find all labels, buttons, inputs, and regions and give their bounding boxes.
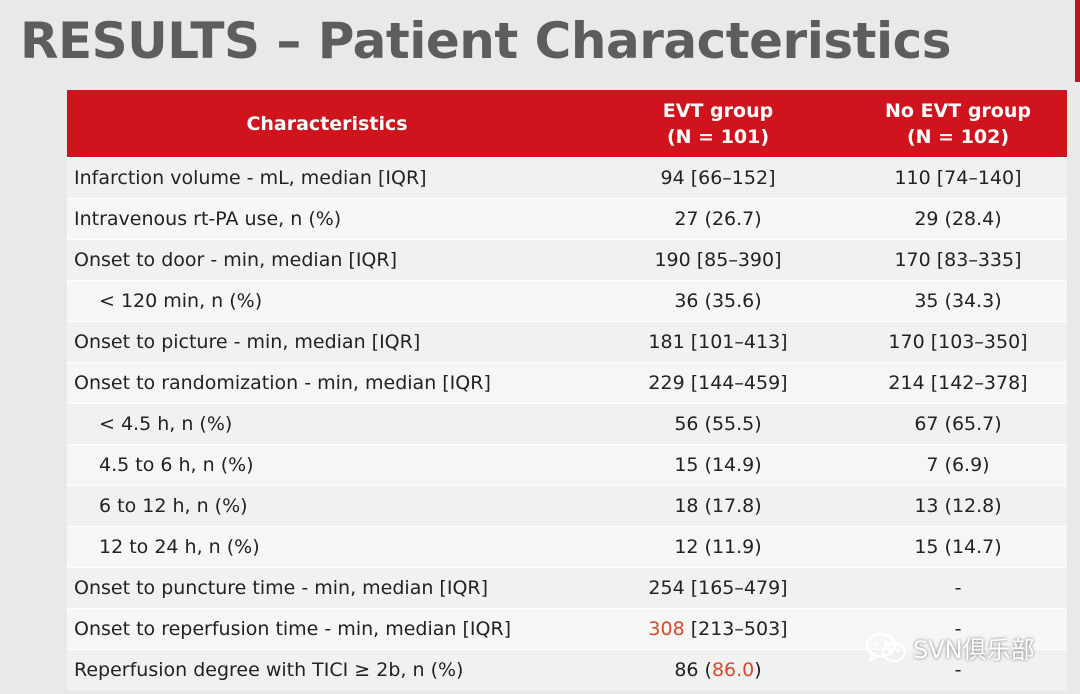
row-label: Onset to puncture time - min, median [IQ… <box>67 567 587 609</box>
row-label: 4.5 to 6 h, n (%) <box>67 444 587 486</box>
page-title: RESULTS – Patient Characteristics <box>20 12 952 70</box>
evt-value: 229 [144–459] <box>587 362 849 404</box>
header-no-evt-group-n: (N = 102) <box>906 125 1010 148</box>
row-label: Intravenous rt-PA use, n (%) <box>67 198 587 240</box>
row-label: < 4.5 h, n (%) <box>67 403 587 445</box>
table-row: 12 to 24 h, n (%) 12 (11.9) 15 (14.7) <box>67 526 1067 568</box>
no-evt-value: 29 (28.4) <box>849 198 1067 240</box>
highlighted-value: 308 <box>648 618 685 640</box>
no-evt-value: 7 (6.9) <box>849 444 1067 486</box>
table-row: Onset to puncture time - min, median [IQ… <box>67 567 1067 609</box>
highlighted-value: 86.0 <box>711 659 755 681</box>
no-evt-value: 35 (34.3) <box>849 280 1067 322</box>
no-evt-value: 214 [142–378] <box>849 362 1067 404</box>
table-row: 4.5 to 6 h, n (%) 15 (14.9) 7 (6.9) <box>67 444 1067 486</box>
table-row: Onset to door - min, median [IQR] 190 [8… <box>67 239 1067 281</box>
row-label: < 120 min, n (%) <box>67 280 587 322</box>
row-label: Onset to picture - min, median [IQR] <box>67 321 587 363</box>
no-evt-value: 67 (65.7) <box>849 403 1067 445</box>
slide-edge-accent <box>1075 0 1080 82</box>
evt-value: 308 [213–503] <box>587 608 849 650</box>
row-label: 12 to 24 h, n (%) <box>67 526 587 568</box>
row-label: Onset to randomization - min, median [IQ… <box>67 362 587 404</box>
row-label: Onset to reperfusion time - min, median … <box>67 608 587 650</box>
table-row: < 120 min, n (%) 36 (35.6) 35 (34.3) <box>67 280 1067 322</box>
table-row: Onset to picture - min, median [IQR] 181… <box>67 321 1067 363</box>
no-evt-value: 170 [103–350] <box>849 321 1067 363</box>
evt-value: 15 (14.9) <box>587 444 849 486</box>
header-no-evt-group-name: No EVT group <box>885 99 1031 122</box>
evt-value-count: 86 ( <box>674 659 712 681</box>
table-row: < 4.5 h, n (%) 56 (55.5) 67 (65.7) <box>67 403 1067 445</box>
table-row: Onset to randomization - min, median [IQ… <box>67 362 1067 404</box>
evt-value: 86 (86.0) <box>587 649 849 690</box>
row-label: Reperfusion degree with TICI ≥ 2b, n (%) <box>67 649 587 690</box>
evt-value: 12 (11.9) <box>587 526 849 568</box>
table-row: 6 to 12 h, n (%) 18 (17.8) 13 (12.8) <box>67 485 1067 527</box>
evt-value: 56 (55.5) <box>587 403 849 445</box>
evt-value: 27 (26.7) <box>587 198 849 240</box>
no-evt-value: 170 [83–335] <box>849 239 1067 281</box>
evt-value: 190 [85–390] <box>587 239 849 281</box>
characteristics-table-container: Characteristics EVT group (N = 101) No E… <box>67 90 1067 690</box>
header-evt-group: EVT group (N = 101) <box>587 90 849 158</box>
evt-value: 181 [101–413] <box>587 321 849 363</box>
no-evt-value: 15 (14.7) <box>849 526 1067 568</box>
wechat-icon <box>865 632 907 662</box>
header-evt-group-name: EVT group <box>662 99 774 122</box>
evt-value: 36 (35.6) <box>587 280 849 322</box>
evt-value-range: [213–503] <box>684 618 788 640</box>
row-label: Infarction volume - mL, median [IQR] <box>67 157 587 199</box>
row-label: 6 to 12 h, n (%) <box>67 485 587 527</box>
table-header-row: Characteristics EVT group (N = 101) No E… <box>67 90 1067 158</box>
table-row: Intravenous rt-PA use, n (%) 27 (26.7) 2… <box>67 198 1067 240</box>
watermark-text: SVN俱乐部 <box>913 636 1035 664</box>
no-evt-value: 110 [74–140] <box>849 157 1067 199</box>
header-no-evt-group: No EVT group (N = 102) <box>849 90 1067 158</box>
table-row: Infarction volume - mL, median [IQR] 94 … <box>67 157 1067 199</box>
header-characteristics: Characteristics <box>67 90 587 158</box>
characteristics-table: Characteristics EVT group (N = 101) No E… <box>67 90 1067 690</box>
table-row: Reperfusion degree with TICI ≥ 2b, n (%)… <box>67 649 1067 690</box>
evt-value-close: ) <box>754 659 762 681</box>
header-evt-group-n: (N = 101) <box>666 125 770 148</box>
watermark: SVN俱乐部 <box>865 630 1035 665</box>
no-evt-value: 13 (12.8) <box>849 485 1067 527</box>
row-label: Onset to door - min, median [IQR] <box>67 239 587 281</box>
evt-value: 18 (17.8) <box>587 485 849 527</box>
evt-value: 254 [165–479] <box>587 567 849 609</box>
no-evt-value: - <box>849 567 1067 609</box>
evt-value: 94 [66–152] <box>587 157 849 199</box>
